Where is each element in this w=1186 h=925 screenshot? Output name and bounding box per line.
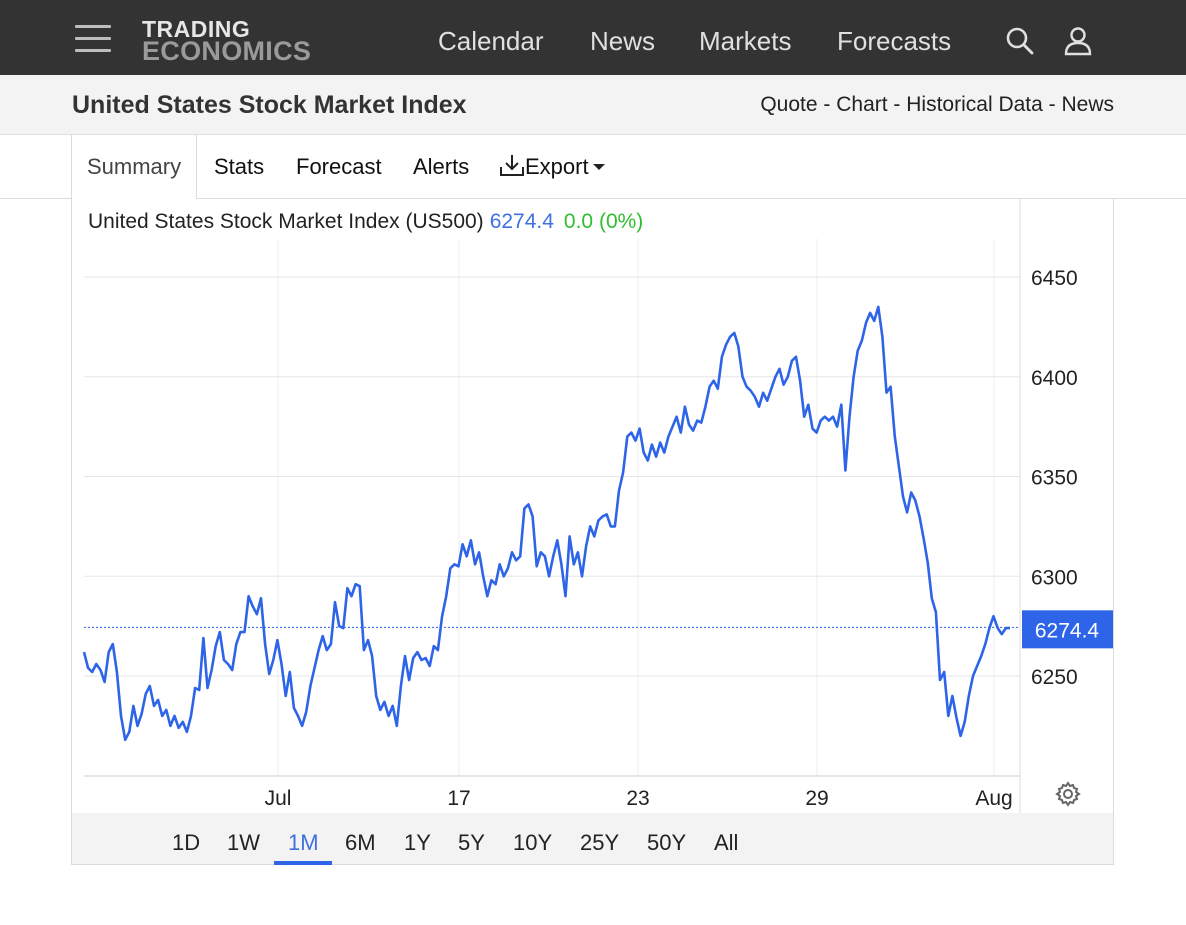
y-tick-label: 6300: [1031, 566, 1078, 589]
x-tick-label: 29: [805, 787, 828, 810]
nav-news[interactable]: News: [590, 26, 656, 56]
tab-row: Summary Stats Forecast Alerts Export: [0, 135, 1186, 199]
last-value-badge: 6274.4: [1022, 610, 1113, 649]
instrument-name: United States Stock Market Index (US500): [88, 210, 484, 233]
nav-calendar[interactable]: Calendar: [438, 26, 544, 56]
last-value-text: 6274.4: [1035, 619, 1100, 642]
top-navbar: TRADING ECONOMICS Calendar News Markets …: [0, 0, 1186, 75]
range-all[interactable]: All: [714, 830, 739, 855]
tab-summary[interactable]: Summary: [71, 135, 198, 199]
link-separator: -: [1042, 93, 1062, 116]
x-tick-label: Jul: [265, 787, 292, 810]
section-links: Quote - Chart - Historical Data - News: [760, 93, 1114, 117]
price-series-line: [82, 305, 1010, 742]
range-1d[interactable]: 1D: [172, 830, 201, 855]
title-bar: United States Stock Market Index Quote -…: [0, 75, 1186, 135]
range-10y[interactable]: 10Y: [513, 830, 553, 855]
y-tick-label: 6450: [1031, 267, 1078, 290]
current-price: 6274.4: [489, 210, 554, 233]
x-tick-label: Aug: [975, 787, 1012, 810]
range-1w[interactable]: 1W: [227, 830, 260, 855]
logo-line2: ECONOMICS: [142, 36, 312, 66]
active-range-underline: [274, 861, 332, 865]
caret-down-icon: [592, 164, 605, 170]
y-tick-label: 6350: [1031, 467, 1078, 490]
link-historical-data[interactable]: Historical Data: [906, 93, 1043, 116]
menu-icon[interactable]: [75, 25, 111, 53]
range-6m[interactable]: 6M: [345, 830, 376, 855]
tab-export[interactable]: Export: [499, 135, 606, 198]
site-logo[interactable]: TRADING ECONOMICS: [142, 16, 312, 66]
link-quote[interactable]: Quote: [760, 93, 818, 116]
export-label: Export: [525, 154, 589, 179]
link-separator: -: [817, 93, 837, 116]
quote-line: United States Stock Market Index (US500)…: [88, 210, 643, 234]
link-news[interactable]: News: [1061, 93, 1114, 116]
price-change: 0.0 (0%): [563, 210, 644, 233]
user-icon[interactable]: [1063, 26, 1093, 56]
page-title: United States Stock Market Index: [72, 91, 467, 119]
x-tick-label: 17: [447, 787, 470, 810]
link-chart[interactable]: Chart: [836, 93, 888, 116]
tab-forecast[interactable]: Forecast: [296, 154, 382, 179]
nav-markets[interactable]: Markets: [699, 26, 792, 56]
search-icon[interactable]: [1005, 26, 1035, 56]
tab-alerts[interactable]: Alerts: [413, 154, 470, 179]
price-chart[interactable]: 6250 6300 6350 6400 6450 Jul 17 23 29 Aug 6274.4: [0, 199, 1186, 813]
link-separator: -: [887, 93, 907, 116]
range-selector: [72, 813, 1113, 864]
tab-stats[interactable]: Stats: [214, 154, 265, 179]
range-5y[interactable]: 5Y: [458, 830, 485, 855]
download-icon: [500, 155, 524, 176]
chart-panel: [71, 199, 1114, 865]
y-tick-label: 6400: [1031, 367, 1078, 390]
range-1y[interactable]: 1Y: [404, 830, 431, 855]
y-tick-label: 6250: [1031, 666, 1078, 689]
x-tick-label: 23: [626, 787, 649, 810]
range-25y[interactable]: 25Y: [580, 830, 620, 855]
nav-forecasts[interactable]: Forecasts: [837, 26, 952, 56]
range-50y[interactable]: 50Y: [647, 830, 687, 855]
logo-line1: TRADING: [142, 16, 251, 42]
range-1m[interactable]: 1M: [288, 830, 319, 855]
settings-gear-icon[interactable]: [1055, 781, 1081, 807]
